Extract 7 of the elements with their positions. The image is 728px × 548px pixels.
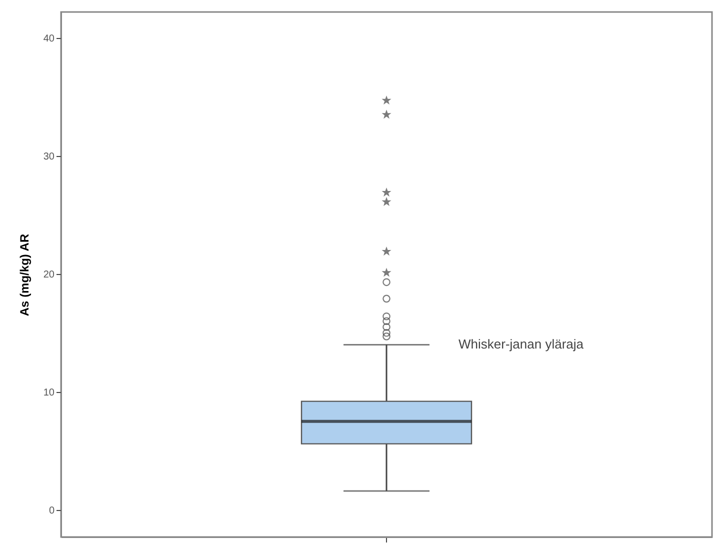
annotation: Whisker-janan yläraja [458, 336, 584, 352]
y-tick-label: 10 [43, 387, 55, 398]
y-tick-label: 20 [43, 269, 55, 280]
y-tick-label: 0 [48, 505, 55, 516]
y-tick-label: 30 [43, 151, 55, 162]
y-tick-label: 40 [43, 33, 55, 44]
y-axis-title: As (mg/kg) AR [17, 234, 32, 316]
